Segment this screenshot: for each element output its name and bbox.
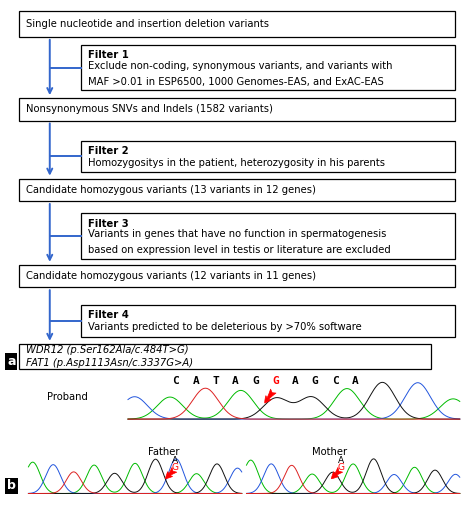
Text: Filter 4: Filter 4 [88,310,128,320]
Text: Filter 1: Filter 1 [88,50,128,60]
FancyBboxPatch shape [19,179,455,201]
Text: Nonsynonymous SNVs and Indels (1582 variants): Nonsynonymous SNVs and Indels (1582 vari… [26,104,273,114]
Text: Candidate homozygous variants (12 variants in 11 genes): Candidate homozygous variants (12 varian… [26,271,316,281]
Text: A: A [352,376,358,386]
Text: T: T [212,376,219,386]
FancyBboxPatch shape [19,98,455,121]
Text: A: A [338,456,344,465]
Text: Single nucleotide and insertion deletion variants: Single nucleotide and insertion deletion… [26,19,269,29]
Text: G: G [312,376,319,386]
Text: A: A [292,376,299,386]
FancyBboxPatch shape [81,213,455,259]
Text: based on expression level in testis or literature are excluded: based on expression level in testis or l… [88,246,391,255]
FancyBboxPatch shape [19,11,455,37]
Text: G: G [338,463,345,472]
Text: A: A [232,376,239,386]
Text: Filter 3: Filter 3 [88,219,128,228]
Text: FAT1 (p.Asp1113Asn/c.3337G>A): FAT1 (p.Asp1113Asn/c.3337G>A) [26,358,193,368]
Text: a: a [7,355,16,368]
Text: Candidate homozygous variants (13 variants in 12 genes): Candidate homozygous variants (13 varian… [26,185,316,195]
Text: G: G [272,376,279,386]
Text: C: C [173,376,179,386]
FancyBboxPatch shape [81,45,455,90]
Text: Mother: Mother [312,447,347,457]
Text: Homozygositys in the patient, heterozygosity in his parents: Homozygositys in the patient, heterozygo… [88,158,385,168]
Text: Variants in genes that have no function in spermatogenesis: Variants in genes that have no function … [88,229,386,239]
FancyBboxPatch shape [81,305,455,337]
FancyBboxPatch shape [81,141,455,172]
Text: WDR12 (p.Ser162Ala/c.484T>G): WDR12 (p.Ser162Ala/c.484T>G) [26,345,189,355]
FancyBboxPatch shape [19,265,455,287]
Text: G: G [252,376,259,386]
Text: Variants predicted to be deleterious by >70% software: Variants predicted to be deleterious by … [88,322,362,332]
Text: A: A [192,376,199,386]
FancyBboxPatch shape [19,344,431,369]
Text: Proband: Proband [47,392,88,402]
Text: Exclude non-coding, synonymous variants, and variants with: Exclude non-coding, synonymous variants,… [88,61,392,71]
Text: Filter 2: Filter 2 [88,146,128,155]
Text: A: A [173,456,178,465]
Text: MAF >0.01 in ESP6500, 1000 Genomes-EAS, and ExAC-EAS: MAF >0.01 in ESP6500, 1000 Genomes-EAS, … [88,77,383,87]
Text: Father: Father [148,447,179,457]
Text: b: b [7,480,16,492]
Text: C: C [332,376,338,386]
Text: G: G [172,463,179,472]
